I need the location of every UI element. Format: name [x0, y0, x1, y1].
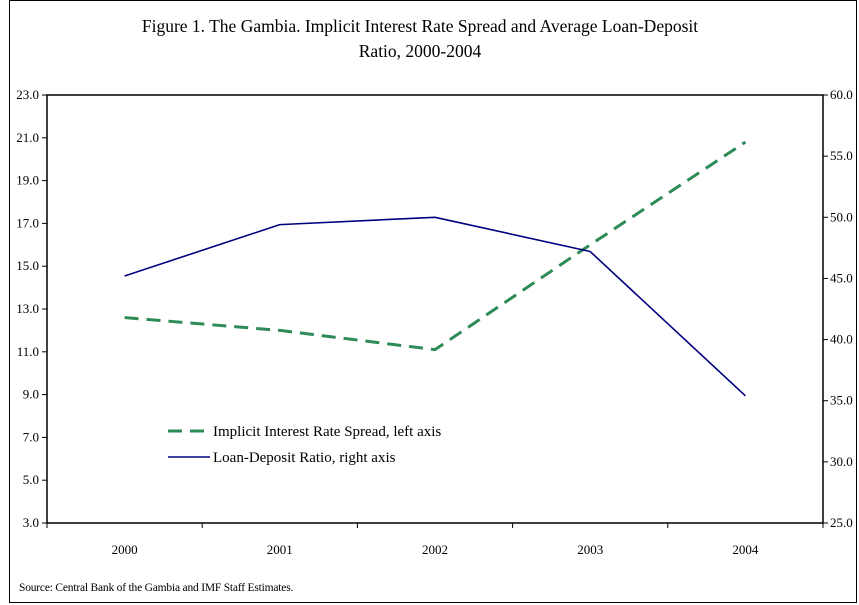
loan-deposit-series-line: [124, 216, 746, 397]
left-axis-tick-label: 23.0: [16, 87, 39, 102]
legend-label: Implicit Interest Rate Spread, left axis: [213, 424, 441, 440]
right-axis-tick-label: 60.0: [830, 87, 853, 102]
x-axis-tick-label: 2003: [577, 542, 603, 557]
left-axis-tick-label: 5.0: [23, 472, 39, 487]
source-note: Source: Central Bank of the Gambia and I…: [19, 582, 294, 594]
right-axis-tick-label: 50.0: [830, 209, 853, 224]
chart-title: Figure 1. The Gambia. Implicit Interest …: [60, 14, 780, 64]
x-axis-tick-label: 2004: [732, 542, 759, 557]
right-axis-tick-label: 35.0: [830, 393, 853, 408]
right-axis-tick-label: 55.0: [830, 148, 853, 163]
left-axis-tick-label: 15.0: [16, 258, 39, 273]
right-axis-tick-label: 40.0: [830, 332, 853, 347]
left-axis-tick-label: 19.0: [16, 173, 39, 188]
chart-title-line-1: Figure 1. The Gambia. Implicit Interest …: [141, 16, 699, 36]
chart-title-line-2: Ratio, 2000-2004: [358, 41, 482, 61]
left-axis-tick-label: 7.0: [23, 429, 39, 444]
right-axis-tick-label: 30.0: [830, 454, 853, 469]
x-axis-tick-label: 2000: [112, 542, 138, 557]
plot-area: [46, 94, 824, 524]
left-axis-tick-label: 13.0: [16, 301, 39, 316]
x-axis-tick-label: 2002: [422, 542, 448, 557]
chart-frame: [9, 0, 857, 603]
left-axis-tick-label: 17.0: [16, 215, 39, 230]
x-axis-tick-label: 2001: [267, 542, 293, 557]
left-axis-tick-label: 9.0: [23, 387, 39, 402]
right-axis-tick-label: 45.0: [830, 270, 853, 285]
legend-label: Loan-Deposit Ratio, right axis: [213, 450, 396, 466]
right-axis-tick-label: 25.0: [830, 515, 853, 530]
left-axis-tick-label: 11.0: [17, 344, 39, 359]
left-axis-tick-label: 3.0: [23, 515, 39, 530]
left-axis-tick-label: 21.0: [16, 130, 39, 145]
